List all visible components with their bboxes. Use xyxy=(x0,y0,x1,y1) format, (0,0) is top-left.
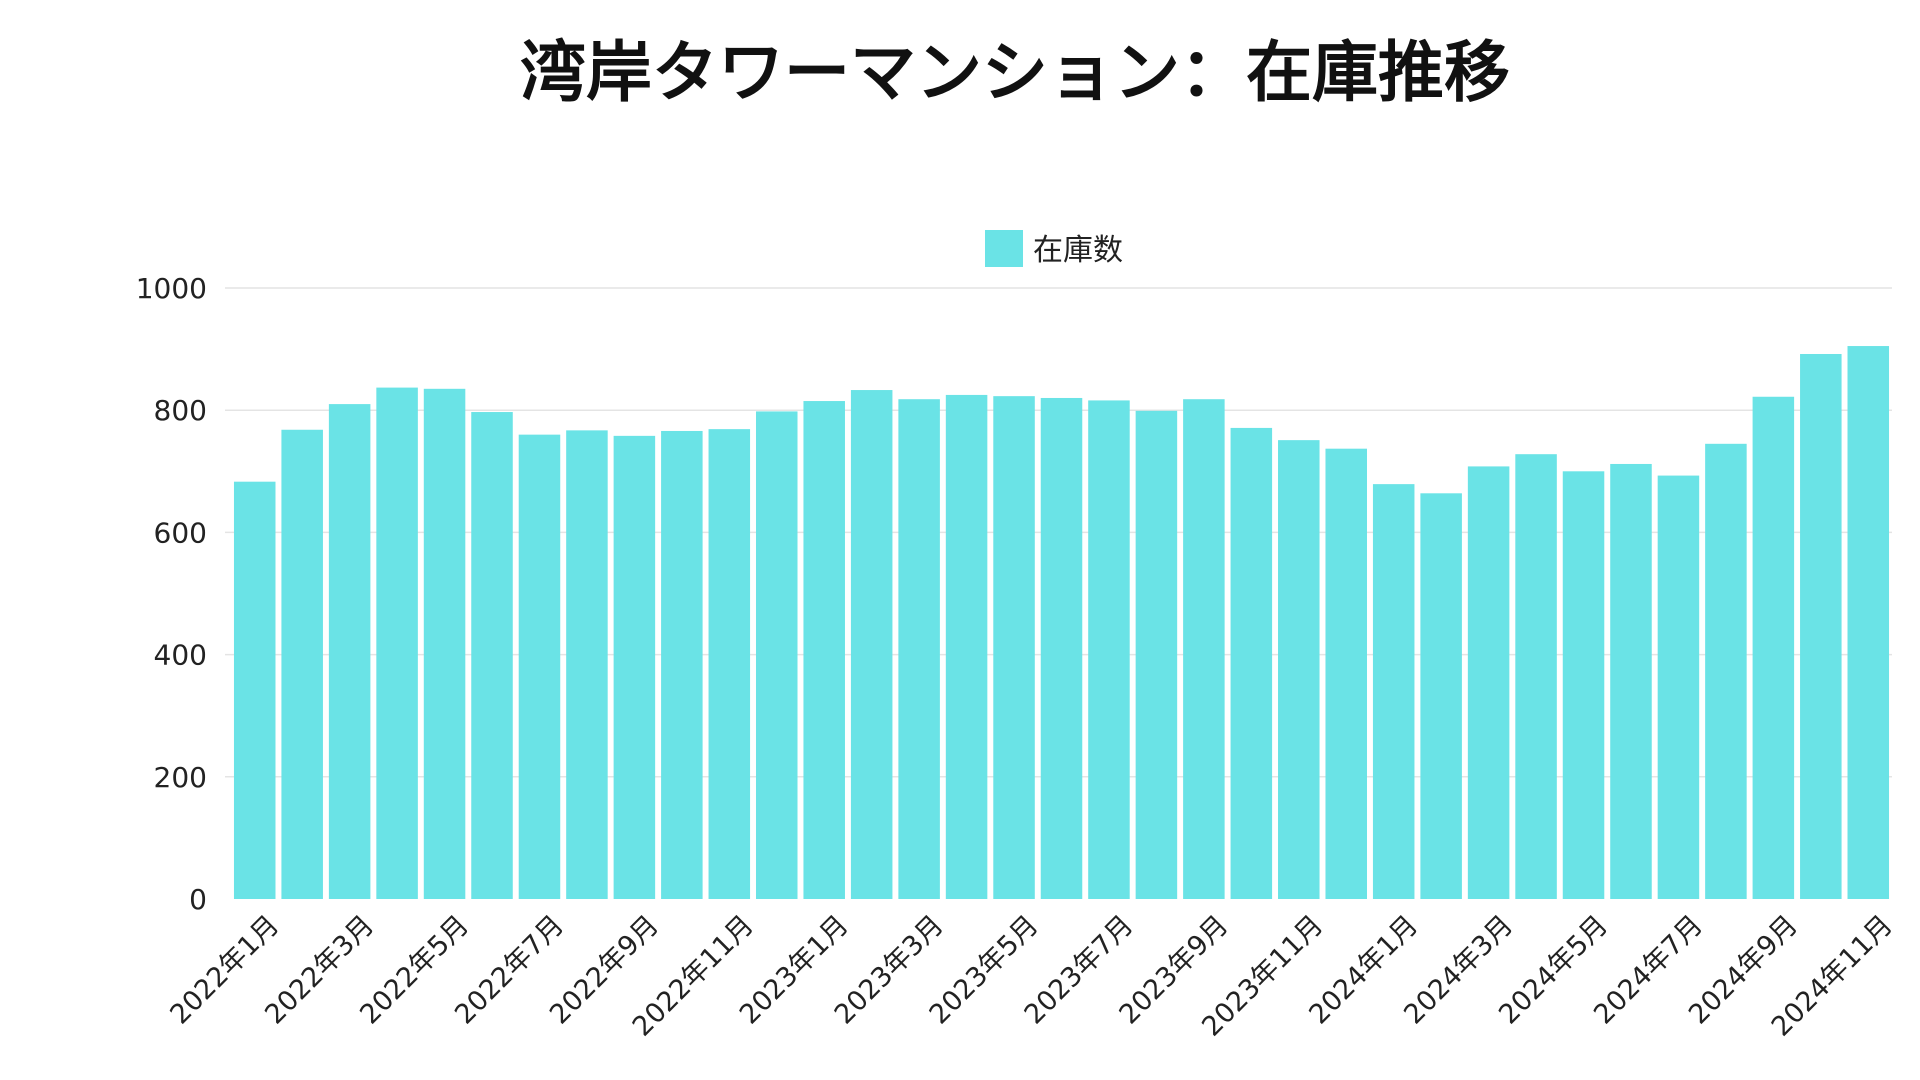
bar[interactable]: 2023年1月: 815 xyxy=(803,401,845,899)
chart-title: 湾岸タワーマンション：在庫推移 xyxy=(520,34,1510,111)
legend-swatch xyxy=(985,230,1023,267)
bar[interactable]: 2022年8月: 767 xyxy=(566,430,608,899)
bar[interactable]: 2023年9月: 818 xyxy=(1183,399,1225,899)
bar[interactable]: 2024年8月: 745 xyxy=(1705,443,1747,899)
bar[interactable]: 2024年5月: 700 xyxy=(1562,471,1605,899)
bar[interactable]: 2024年6月: 712 xyxy=(1610,463,1652,899)
bar[interactable]: 2023年6月: 820 xyxy=(1040,397,1083,899)
bar[interactable]: 2023年7月: 816 xyxy=(1088,400,1130,899)
bar[interactable]: 2022年1月: 683 xyxy=(233,481,276,899)
bar[interactable]: 2022年11月: 769 xyxy=(708,429,751,899)
bar[interactable]: 2023年12月: 737 xyxy=(1325,448,1367,899)
bar[interactable]: 2022年3月: 810 xyxy=(328,404,371,899)
bar[interactable]: 2023年4月: 825 xyxy=(945,394,988,899)
bar[interactable]: 2022年10月: 766 xyxy=(661,430,703,899)
bar[interactable]: 2022年12月: 798 xyxy=(755,411,798,899)
y-tick-label: 200 xyxy=(154,761,207,794)
y-tick-label: 0 xyxy=(189,883,207,916)
legend[interactable]: 在庫数 xyxy=(985,230,1123,268)
y-tick-label: 1000 xyxy=(136,272,207,305)
y-tick-label: 600 xyxy=(154,516,207,549)
y-axis-ticks: 0 200 400 600 800 1000 xyxy=(136,272,207,916)
bar[interactable]: 2022年6月: 797 xyxy=(471,412,513,899)
bar[interactable]: 2024年4月: 728 xyxy=(1515,454,1557,899)
y-tick-label: 400 xyxy=(154,639,207,672)
bar[interactable]: 2023年5月: 823 xyxy=(993,396,1035,899)
y-tick-label: 800 xyxy=(154,394,207,427)
bar[interactable]: 2024年11月: 905 xyxy=(1847,346,1890,899)
bar[interactable]: 2022年7月: 760 xyxy=(518,434,561,899)
bar[interactable]: 2022年2月: 768 xyxy=(281,429,323,899)
bar[interactable]: 2022年4月: 837 xyxy=(376,387,418,899)
bar[interactable]: 2023年3月: 818 xyxy=(898,399,940,899)
bar[interactable]: 2023年2月: 833 xyxy=(850,390,893,899)
bar[interactable]: 2023年11月: 751 xyxy=(1278,440,1320,899)
bar[interactable]: 2024年9月: 822 xyxy=(1752,396,1795,899)
bar[interactable]: 2024年3月: 708 xyxy=(1467,466,1510,899)
bar[interactable]: 2022年5月: 835 xyxy=(423,388,466,899)
bar[interactable]: 2022年9月: 758 xyxy=(613,435,656,899)
bar[interactable]: 2023年8月: 799 xyxy=(1135,410,1178,899)
bar[interactable]: 2023年10月: 771 xyxy=(1230,427,1273,899)
bar[interactable]: 2024年2月: 664 xyxy=(1420,493,1462,899)
bars: 2022年1月: 6832022年2月: 7682022年3月: 8102022… xyxy=(233,346,1890,899)
legend-label: 在庫数 xyxy=(1033,233,1123,268)
bar[interactable]: 2024年10月: 892 xyxy=(1800,353,1842,899)
bar[interactable]: 2024年7月: 693 xyxy=(1657,475,1700,899)
bar[interactable]: 2024年1月: 679 xyxy=(1372,484,1415,899)
